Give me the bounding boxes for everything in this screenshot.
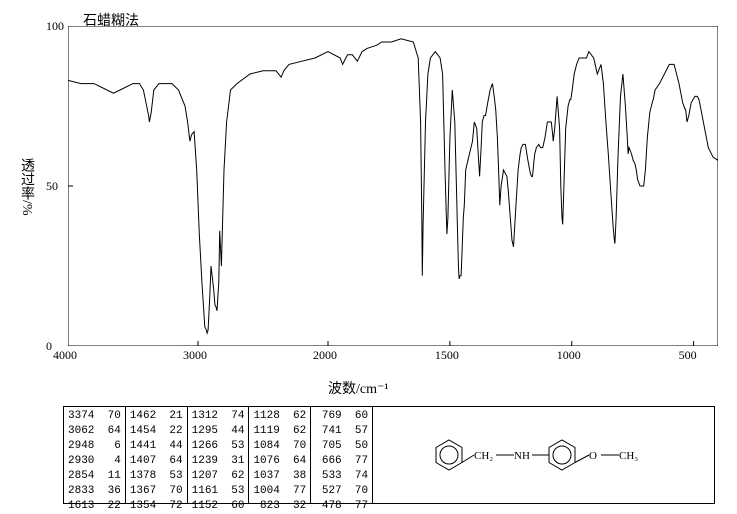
- x-tick: 3000: [183, 348, 207, 363]
- molecule-structure: CH₂ NH O CH₃: [373, 407, 714, 503]
- y-axis-label: 透过率/%: [16, 158, 36, 216]
- x-tick: 1000: [557, 348, 581, 363]
- spectrum-chart: 石蜡糊法 透过率/% 40003000200015001000500 05010…: [28, 8, 728, 378]
- peak-col-2: 1462 21 1454 22 1441 44 1407 64 1378 53 …: [126, 407, 188, 503]
- svg-text:CH₃: CH₃: [619, 450, 638, 462]
- y-tick: 0: [46, 339, 52, 354]
- svg-text:NH: NH: [514, 450, 530, 462]
- svg-text:O: O: [589, 450, 597, 462]
- x-tick: 1500: [435, 348, 459, 363]
- svg-text:CH₂: CH₂: [474, 450, 493, 462]
- peak-table: 3374 70 3062 64 2948 6 2930 4 2854 11 28…: [63, 406, 715, 504]
- x-tick: 500: [679, 348, 697, 363]
- peak-col-4: 1128 62 1119 62 1084 70 1076 64 1037 38 …: [249, 407, 311, 503]
- peak-col-1: 3374 70 3062 64 2948 6 2930 4 2854 11 28…: [64, 407, 126, 503]
- x-tick: 2000: [313, 348, 337, 363]
- peak-col-5: 769 60 741 57 705 50 666 77 533 74 527 7…: [311, 407, 373, 503]
- spectrum-plot: [68, 26, 718, 346]
- peak-col-3: 1312 74 1295 44 1266 53 1239 31 1207 62 …: [188, 407, 250, 503]
- y-tick: 50: [46, 179, 58, 194]
- x-tick: 4000: [53, 348, 77, 363]
- x-axis-label: 波数/cm⁻¹: [328, 378, 389, 398]
- y-tick: 100: [46, 19, 64, 34]
